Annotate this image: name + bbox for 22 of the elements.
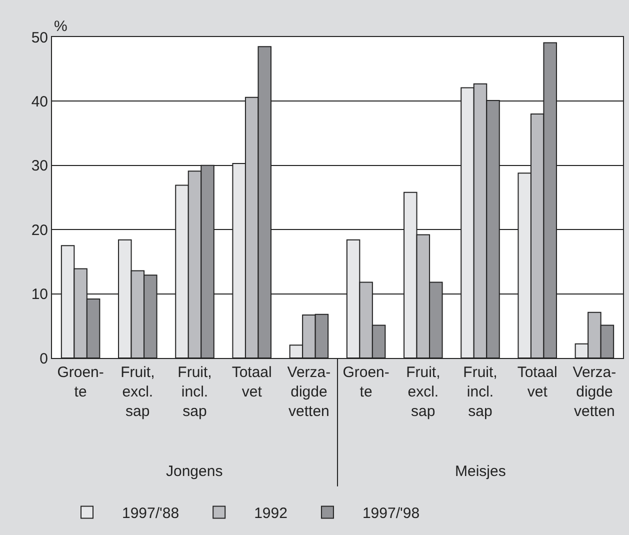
- legend-label: 1992: [254, 505, 288, 522]
- y-tick-label: 0: [40, 350, 48, 368]
- x-tick-label: Totaal vet: [517, 364, 558, 400]
- x-tick-label: Fruit, incl. sap: [178, 364, 212, 420]
- y-tick-label: 30: [31, 158, 48, 175]
- legend-label: 1997/'88: [122, 505, 180, 522]
- x-tick-label: Verza- digde vetten: [287, 364, 331, 420]
- y-tick-label: 50: [31, 29, 48, 46]
- x-tick-label: Groen- te: [342, 364, 390, 400]
- x-tick-label: Fruit, incl. sap: [463, 364, 498, 420]
- y-axis-title: %: [54, 18, 68, 35]
- text: Jongens: [166, 463, 223, 480]
- y-tick-label: 20: [31, 222, 48, 239]
- x-tick-label: Totaal vet: [232, 364, 272, 400]
- x-tick-label: Fruit, excl. sap: [406, 364, 440, 420]
- x-tick-label: Fruit, excl. sap: [120, 364, 155, 420]
- y-tick-label: 10: [31, 286, 48, 304]
- x-tick-label: Groen- te: [57, 364, 104, 400]
- text: Meisjes: [455, 463, 506, 480]
- x-tick-label: Verza- digde vetten: [572, 364, 616, 420]
- y-tick-label: 40: [31, 93, 48, 110]
- legend-label: 1997/'98: [362, 505, 420, 522]
